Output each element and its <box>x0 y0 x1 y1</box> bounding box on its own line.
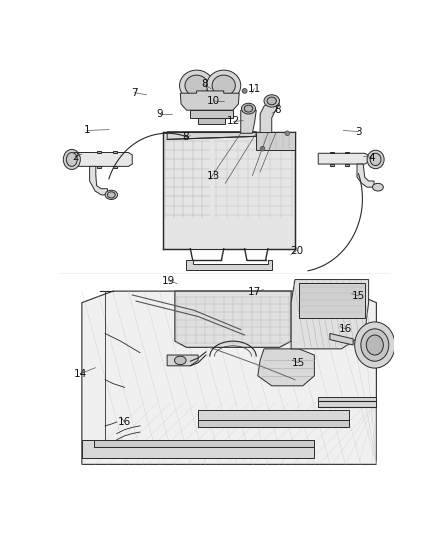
Polygon shape <box>330 152 334 154</box>
Ellipse shape <box>105 190 117 199</box>
Polygon shape <box>97 151 101 152</box>
Ellipse shape <box>285 131 290 135</box>
Polygon shape <box>175 291 291 348</box>
Polygon shape <box>198 419 349 427</box>
Polygon shape <box>180 91 239 110</box>
Text: 9: 9 <box>157 109 163 119</box>
Text: 8: 8 <box>201 79 208 90</box>
Text: 14: 14 <box>74 369 87 379</box>
Polygon shape <box>330 164 334 166</box>
Ellipse shape <box>207 70 241 101</box>
Polygon shape <box>97 166 101 168</box>
Ellipse shape <box>174 356 186 365</box>
Text: 7: 7 <box>131 88 138 98</box>
Text: 15: 15 <box>292 358 305 368</box>
Polygon shape <box>241 110 256 133</box>
Text: 4: 4 <box>369 152 375 163</box>
Polygon shape <box>258 349 314 386</box>
Polygon shape <box>163 132 295 249</box>
Polygon shape <box>113 151 117 152</box>
Text: 3: 3 <box>355 127 362 136</box>
Ellipse shape <box>361 329 389 361</box>
Ellipse shape <box>366 335 383 355</box>
Polygon shape <box>167 355 198 366</box>
Ellipse shape <box>241 103 255 114</box>
Text: 15: 15 <box>352 291 365 301</box>
Text: 8: 8 <box>182 132 189 142</box>
Polygon shape <box>256 132 295 150</box>
Polygon shape <box>291 280 369 349</box>
Ellipse shape <box>107 192 115 198</box>
Text: 1: 1 <box>84 125 90 135</box>
Ellipse shape <box>185 75 208 96</box>
Polygon shape <box>82 291 376 464</box>
Text: 16: 16 <box>118 417 131 427</box>
Text: 8: 8 <box>274 106 280 115</box>
Ellipse shape <box>212 75 235 96</box>
Polygon shape <box>346 164 349 166</box>
Ellipse shape <box>260 147 265 151</box>
Text: 17: 17 <box>248 287 261 297</box>
Polygon shape <box>357 164 374 187</box>
Text: 19: 19 <box>162 276 175 286</box>
Polygon shape <box>318 397 376 407</box>
Polygon shape <box>198 118 225 124</box>
Polygon shape <box>78 152 132 166</box>
Ellipse shape <box>372 183 383 191</box>
Polygon shape <box>260 101 279 133</box>
Polygon shape <box>198 410 349 419</box>
Ellipse shape <box>67 152 77 166</box>
Text: 11: 11 <box>248 84 261 94</box>
Polygon shape <box>187 260 272 270</box>
Ellipse shape <box>267 97 276 105</box>
Ellipse shape <box>370 154 381 166</box>
Ellipse shape <box>264 95 279 107</box>
Ellipse shape <box>355 322 395 368</box>
Ellipse shape <box>63 149 80 169</box>
Ellipse shape <box>180 70 214 101</box>
Ellipse shape <box>367 150 384 168</box>
Text: 16: 16 <box>338 324 352 334</box>
Polygon shape <box>318 154 369 164</box>
Polygon shape <box>346 152 349 154</box>
Polygon shape <box>330 334 353 345</box>
Polygon shape <box>90 166 107 195</box>
Ellipse shape <box>242 88 247 93</box>
Polygon shape <box>93 440 314 447</box>
Ellipse shape <box>244 105 253 112</box>
Text: 2: 2 <box>72 152 78 161</box>
Polygon shape <box>82 440 314 458</box>
Polygon shape <box>299 284 365 318</box>
Text: 12: 12 <box>227 116 240 126</box>
Text: 10: 10 <box>207 96 220 106</box>
Polygon shape <box>167 132 256 140</box>
Polygon shape <box>191 110 233 118</box>
Text: 20: 20 <box>290 246 303 256</box>
Polygon shape <box>113 166 117 168</box>
Text: 13: 13 <box>207 171 220 181</box>
